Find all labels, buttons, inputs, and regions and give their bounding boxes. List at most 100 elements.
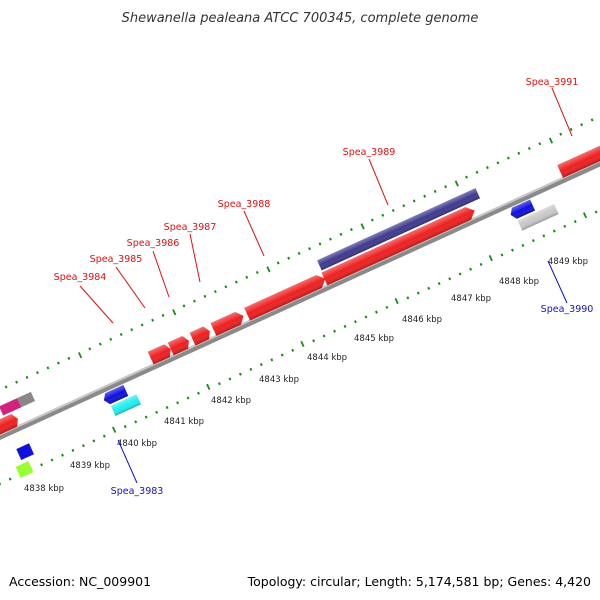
minor-tick bbox=[416, 291, 420, 295]
minor-tick bbox=[391, 208, 395, 213]
minor-tick bbox=[203, 294, 207, 298]
minor-tick bbox=[318, 242, 322, 246]
minor-tick bbox=[538, 142, 542, 146]
gene-label-spea-3989[interactable]: Spea_3989 bbox=[343, 147, 396, 158]
major-tick bbox=[454, 180, 459, 187]
minor-tick bbox=[573, 219, 577, 224]
gene-block[interactable] bbox=[0, 398, 22, 416]
minor-tick bbox=[364, 315, 368, 319]
minor-tick bbox=[312, 339, 316, 343]
minor-tick bbox=[40, 463, 43, 467]
minor-tick bbox=[511, 248, 514, 252]
major-tick bbox=[206, 383, 211, 390]
minor-tick bbox=[197, 391, 200, 395]
gene-block[interactable] bbox=[15, 461, 34, 478]
leader-line bbox=[117, 439, 138, 484]
minor-tick bbox=[448, 277, 452, 281]
minor-tick bbox=[36, 371, 39, 375]
scale-label: 4847 kbp bbox=[451, 294, 491, 304]
gene-block[interactable] bbox=[17, 391, 36, 408]
minor-tick bbox=[161, 313, 165, 317]
minor-tick bbox=[151, 318, 155, 322]
tick-row-top bbox=[4, 118, 594, 389]
major-tick bbox=[300, 340, 305, 348]
minor-tick bbox=[276, 261, 280, 265]
major-tick bbox=[78, 352, 83, 359]
forward-genes bbox=[0, 111, 600, 437]
minor-tick bbox=[458, 272, 462, 276]
minor-tick bbox=[580, 123, 584, 127]
minor-tick bbox=[517, 151, 521, 155]
gene-label-spea-3991[interactable]: Spea_3991 bbox=[526, 77, 579, 88]
minor-tick bbox=[402, 204, 406, 208]
genome-track bbox=[0, 111, 600, 486]
minor-tick bbox=[329, 237, 332, 241]
minor-tick bbox=[46, 366, 50, 370]
minor-tick bbox=[224, 285, 228, 289]
gene-label-spea-3984[interactable]: Spea_3984 bbox=[54, 272, 107, 283]
minor-tick bbox=[245, 275, 249, 279]
minor-tick bbox=[81, 444, 85, 448]
minor-tick bbox=[56, 361, 60, 365]
leader-line bbox=[368, 158, 389, 206]
minor-tick bbox=[61, 453, 64, 457]
gene-label-spea-3985[interactable]: Spea_3985 bbox=[90, 254, 143, 265]
minor-tick bbox=[594, 210, 598, 214]
minor-tick bbox=[322, 334, 326, 338]
minor-tick bbox=[186, 396, 190, 400]
minor-tick bbox=[287, 256, 291, 260]
minor-tick bbox=[270, 358, 274, 362]
gene-label-spea-3983[interactable]: Spea_3983 bbox=[111, 486, 164, 497]
minor-tick bbox=[563, 224, 567, 228]
minor-tick bbox=[385, 305, 389, 309]
minor-tick bbox=[333, 329, 336, 333]
major-tick bbox=[112, 426, 117, 433]
scale-label: 4844 kbp bbox=[307, 353, 347, 363]
minor-tick bbox=[437, 281, 441, 286]
minor-tick bbox=[433, 189, 437, 193]
major-tick bbox=[360, 223, 365, 230]
minor-tick bbox=[521, 243, 525, 247]
minor-tick bbox=[155, 410, 159, 414]
minor-tick bbox=[280, 353, 284, 357]
minor-tick bbox=[92, 439, 96, 443]
scale-label: 4849 kbp bbox=[548, 257, 588, 267]
minor-tick bbox=[255, 270, 259, 275]
reverse-genes bbox=[15, 199, 559, 478]
minor-tick bbox=[218, 382, 221, 386]
minor-tick bbox=[308, 247, 311, 251]
gene-block[interactable] bbox=[16, 443, 34, 461]
minor-tick bbox=[249, 367, 253, 371]
gene-label-spea-3990[interactable]: Spea_3990 bbox=[541, 304, 594, 315]
minor-tick bbox=[479, 262, 483, 267]
minor-tick bbox=[542, 234, 546, 238]
minor-tick bbox=[465, 175, 468, 179]
gene-label-spea-3986[interactable]: Spea_3986 bbox=[127, 238, 180, 249]
minor-tick bbox=[469, 267, 473, 271]
minor-tick bbox=[506, 156, 510, 160]
gene-label-spea-3988[interactable]: Spea_3988 bbox=[218, 199, 271, 210]
gene-label-spea-3987[interactable]: Spea_3987 bbox=[164, 222, 217, 233]
major-tick bbox=[582, 212, 588, 219]
minor-tick bbox=[193, 299, 196, 303]
scale-label: 4840 kbp bbox=[117, 439, 157, 449]
minor-tick bbox=[123, 425, 127, 429]
minor-tick bbox=[119, 332, 123, 337]
minor-tick bbox=[291, 348, 295, 352]
minor-tick bbox=[350, 228, 353, 232]
leader-line bbox=[152, 250, 170, 298]
scale-label: 4839 kbp bbox=[70, 461, 110, 471]
minor-tick bbox=[559, 132, 563, 136]
scale-label: 4842 kbp bbox=[211, 396, 251, 406]
accession-text: Accession: NC_009901 bbox=[9, 574, 151, 589]
minor-tick bbox=[370, 218, 374, 222]
scale-label: 4841 kbp bbox=[164, 417, 204, 427]
minor-tick bbox=[500, 253, 504, 257]
minor-tick bbox=[496, 161, 500, 165]
minor-tick bbox=[374, 310, 378, 314]
scale-label: 4845 kbp bbox=[354, 334, 394, 344]
minor-tick bbox=[15, 380, 18, 384]
minor-tick bbox=[238, 372, 242, 376]
minor-tick bbox=[486, 166, 489, 170]
